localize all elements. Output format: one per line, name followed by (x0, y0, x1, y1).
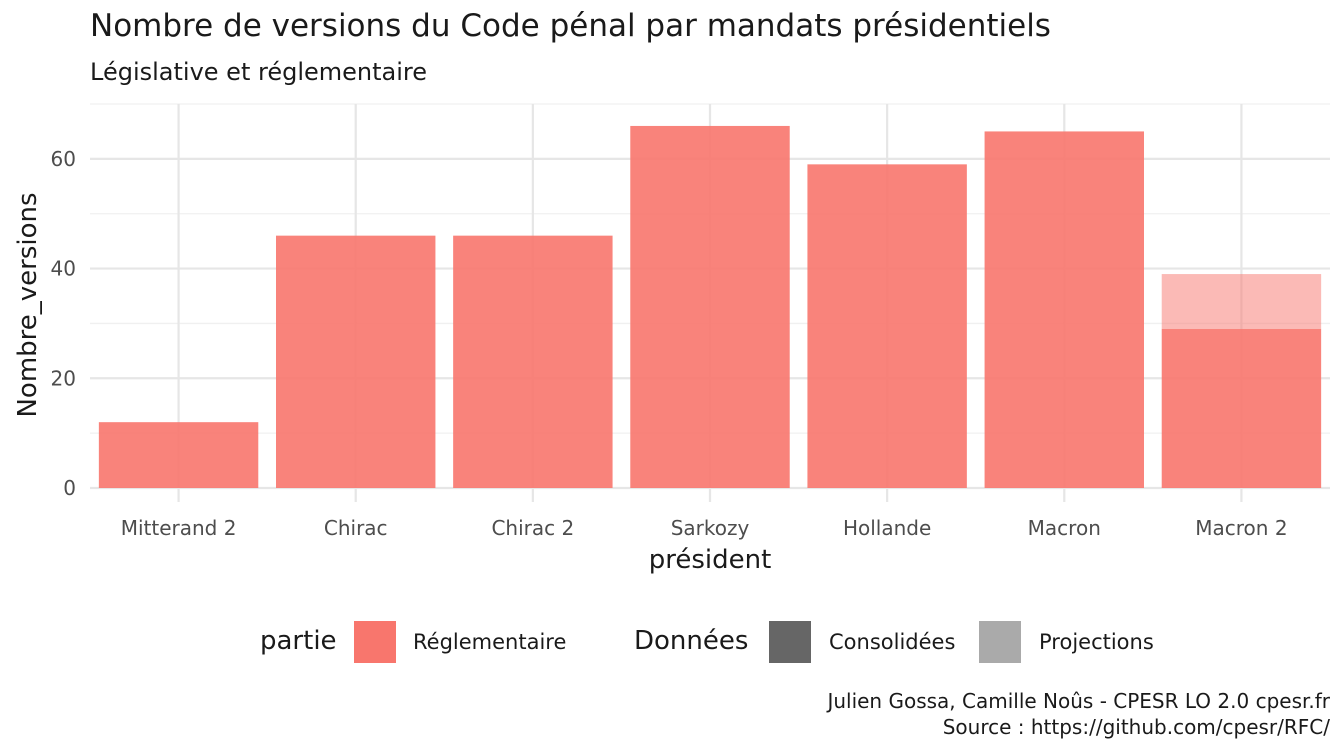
legend-label-consolidees: Consolidées (829, 630, 956, 654)
bar-consolidees (453, 235, 613, 488)
x-tick-label: Mitterand 2 (121, 516, 237, 540)
legend: partie Réglementaire Données Consolidées… (0, 616, 1344, 672)
x-tick-label: Hollande (843, 516, 931, 540)
bar-consolidees (98, 422, 259, 488)
x-axis-label: président (649, 545, 772, 575)
bar-consolidees (984, 131, 1144, 488)
legend-label-reglementaire: Réglementaire (413, 630, 567, 654)
legend-label-projections: Projections (1039, 630, 1154, 654)
legend-key-consolidees (769, 621, 811, 663)
x-tick-label: Macron (1028, 516, 1101, 540)
bar-chart: 0 20 40 60 Mitterand 2 Chirac Chirac 2 Sarkozy… (13, 103, 1330, 575)
x-axis-ticks: Mitterand 2 Chirac Chirac 2 Sarkozy Hollande… (121, 516, 1288, 540)
legend-title-partie: partie (260, 626, 337, 656)
y-tick-label: 40 (51, 257, 76, 281)
x-tick-label: Macron 2 (1195, 516, 1287, 540)
y-tick-label: 0 (63, 476, 76, 500)
x-tick-label: Sarkozy (671, 516, 750, 540)
legend-key-reglementaire (354, 621, 396, 663)
bar-projections (1161, 274, 1322, 329)
y-tick-label: 60 (51, 147, 76, 171)
bar-consolidees (807, 164, 967, 489)
y-axis-ticks: 0 20 40 60 (51, 147, 76, 500)
legend-title-donnees: Données (634, 626, 749, 656)
chart-title: Nombre de versions du Code pénal par man… (90, 8, 1051, 44)
bar-consolidees (1161, 328, 1322, 488)
bar-consolidees (276, 235, 436, 488)
x-tick-label: Chirac 2 (491, 516, 574, 540)
bars (98, 125, 1322, 489)
caption: Julien Gossa, Camille Noûs - CPESR LO 2.… (827, 688, 1330, 740)
y-axis-label: Nombre_versions (13, 192, 43, 417)
x-tick-label: Chirac (324, 516, 388, 540)
caption-source: Source : https://github.com/cpesr/RFC/ (942, 715, 1330, 739)
y-tick-label: 20 (51, 366, 76, 390)
legend-key-projections (979, 621, 1021, 663)
caption-credits: Julien Gossa, Camille Noûs - CPESR LO 2.… (827, 689, 1330, 713)
chart-subtitle: Législative et réglementaire (90, 58, 427, 86)
bar-consolidees (630, 125, 790, 488)
